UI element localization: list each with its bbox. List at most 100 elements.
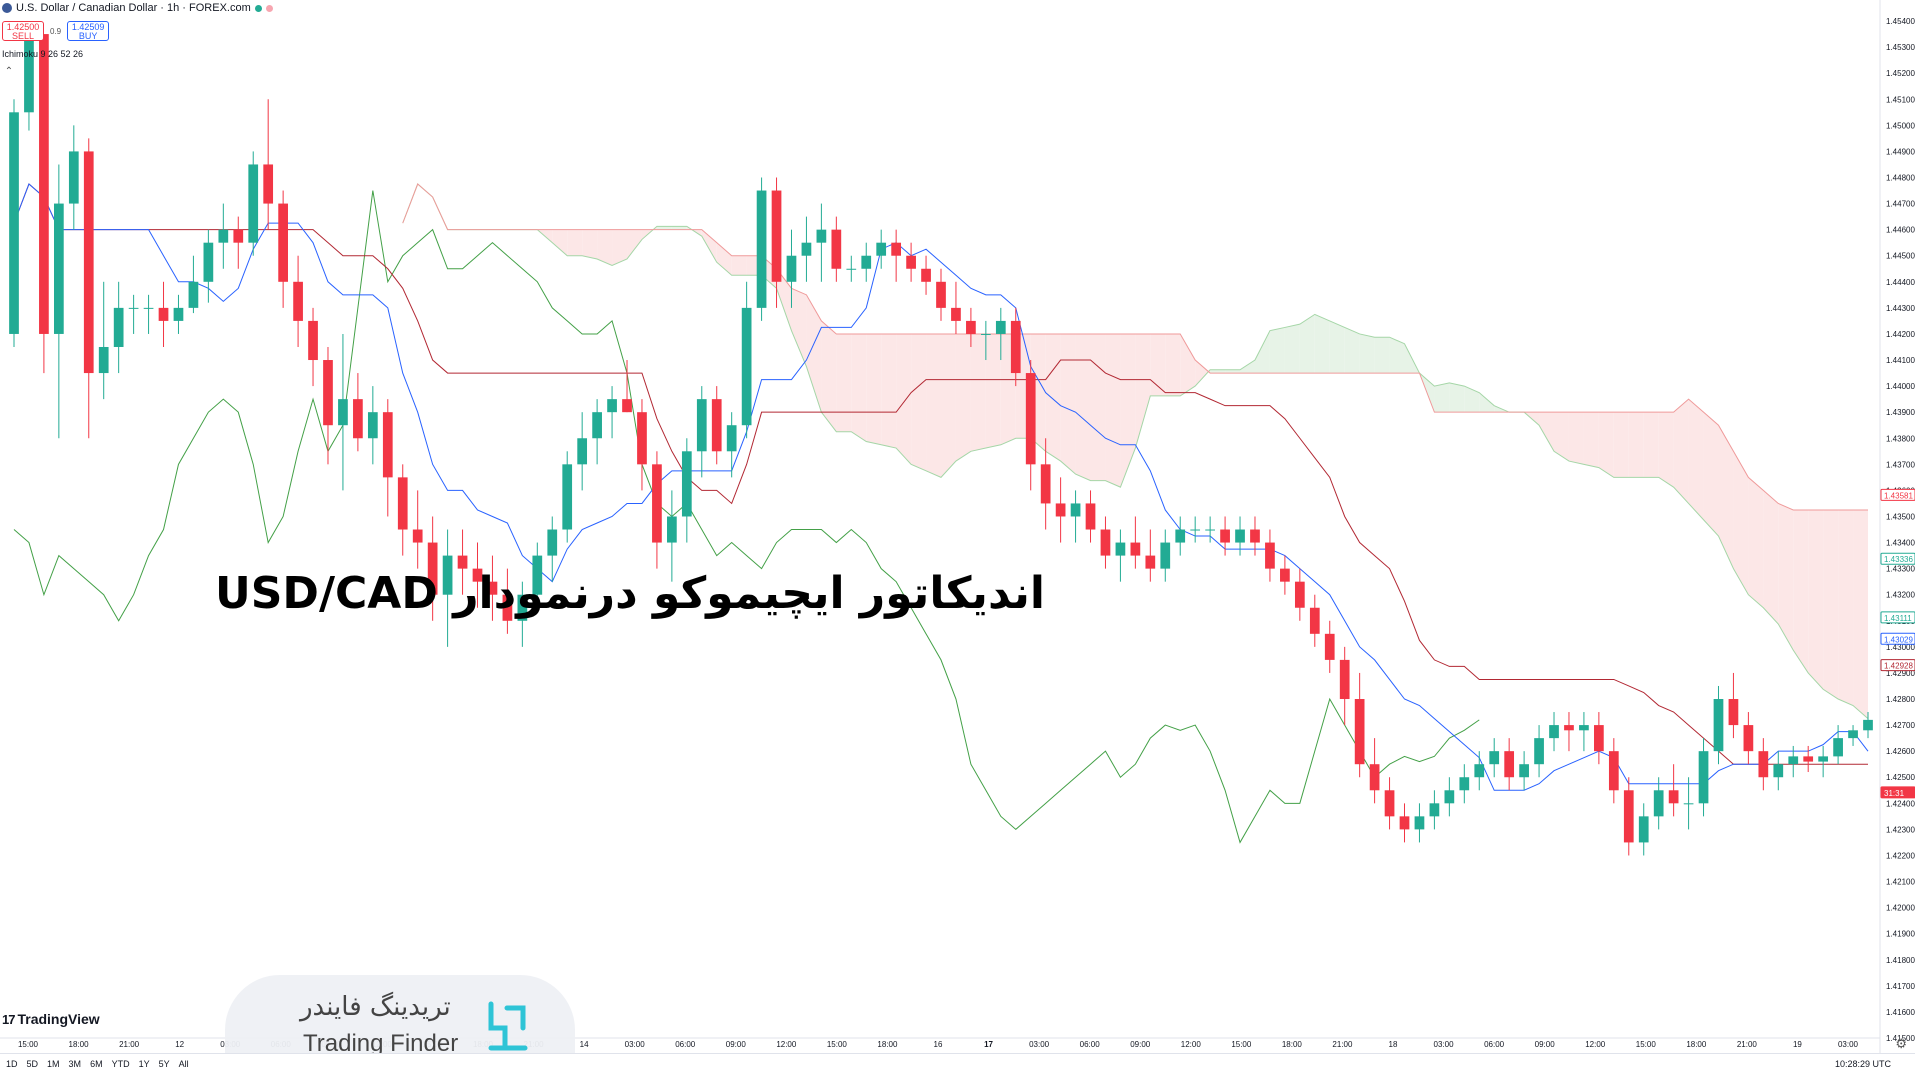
candle-body [681,451,692,517]
price-marker-badge [1880,659,1915,672]
sell-button[interactable]: 1.42500 SELL [2,21,44,41]
price-tick-label: 1.44300 [1886,304,1915,313]
price-tick-label: 1.42000 [1886,904,1915,913]
candle-body [1728,699,1739,726]
candle-body [756,190,767,308]
candle-body [323,360,333,426]
kumo-cloud-segment [1344,327,1360,374]
kumo-cloud-segment [1120,333,1136,488]
kumo-cloud-segment [1254,330,1270,374]
candle-body [906,255,916,269]
brand-name: TradingView [17,1011,100,1027]
candle-body [1280,568,1290,582]
price-marker-label: 1.43581 [1884,491,1913,500]
time-tick-label: 14 [580,1040,589,1049]
axis-settings-icon[interactable]: ⚙ [1895,1036,1907,1051]
kumo-cloud-segment [970,333,986,452]
utc-clock[interactable]: 10:28:29 UTC [1834,1059,1891,1069]
kumo-cloud-segment [1763,490,1779,625]
time-tick-label: 12:00 [776,1040,797,1049]
candle-body [711,399,722,452]
candle-body [1788,756,1799,765]
timeframe-6m[interactable]: 6M [90,1059,103,1069]
time-tick-label: 18:00 [1282,1040,1303,1049]
time-tick-label: 09:00 [1130,1040,1151,1049]
time-tick-label: 12:00 [1181,1040,1202,1049]
kumo-cloud-segment [1733,451,1749,595]
candle-body [696,399,707,452]
candle-body [831,229,842,269]
candle-body [1384,790,1395,817]
timeframe-3m[interactable]: 3M [68,1059,82,1069]
candle-body [382,412,393,478]
kumo-cloud-segment [866,333,882,445]
timeframe-ytd[interactable]: YTD [111,1059,130,1069]
senkou-span-a-line [402,183,1869,719]
price-tick-label: 1.43500 [1886,512,1915,521]
kumo-cloud-segment [1449,382,1465,413]
tradingview-logo[interactable]: 17 TradingView [2,1011,100,1027]
timeframe-1y[interactable]: 1Y [138,1059,150,1069]
kumo-cloud-segment [1748,477,1764,608]
symbol-title[interactable]: U.S. Dollar / Canadian Dollar · 1h · FOR… [16,2,251,14]
candle-body [846,268,857,270]
price-marker-badge [1880,786,1915,799]
price-marker-label: 1.43111 [1884,614,1912,623]
candle-body [353,399,363,439]
indicator-label[interactable]: Ichimoku 9 26 52 26 [2,49,84,59]
kumo-cloud-segment [1210,369,1226,374]
timeframe-5d[interactable]: 5D [26,1059,39,1069]
candle-body [1414,816,1425,830]
timeframe-1m[interactable]: 1M [47,1059,60,1069]
price-tick-label: 1.42800 [1886,695,1915,704]
candle-body [1818,756,1829,762]
candle-body [233,229,244,243]
kumo-cloud-segment [1583,412,1599,468]
kumo-cloud-segment [1539,412,1555,452]
price-tick-label: 1.44800 [1886,173,1915,182]
kumo-cloud-segment [1180,333,1196,396]
time-tick-label: 03:00 [625,1040,646,1049]
kumo-cloud-segment [1075,333,1091,481]
price-tick-label: 1.43400 [1886,539,1915,548]
time-tick-label: 15:00 [1231,1040,1252,1049]
candle-body [1833,738,1843,757]
buy-button[interactable]: 1.42509 BUY [67,21,110,41]
candle-body [68,151,79,204]
time-tick-label: 12 [175,1040,184,1049]
price-marker-label: 1.42928 [1884,662,1913,671]
timeframe-1d[interactable]: 1D [6,1059,18,1069]
kumo-cloud-segment [1329,320,1345,374]
time-tick-label: 16 [934,1040,943,1049]
chikou-span-line [13,190,1480,844]
price-tick-label: 1.43200 [1886,591,1915,600]
candle-body [786,255,797,282]
kumo-cloud-segment [1090,333,1106,481]
candle-body [1668,790,1679,804]
price-tick-label: 1.41600 [1886,1008,1915,1017]
kijun-sen-line [13,183,1868,765]
timeframe-5y[interactable]: 5Y [158,1059,170,1069]
kumo-cloud-segment [881,333,897,449]
kumo-cloud-segment [552,229,568,256]
time-tick-label: 18:00 [69,1040,90,1049]
kumo-cloud-segment [1823,509,1839,700]
time-tick-label: 21:00 [1332,1040,1353,1049]
price-tick-label: 1.43000 [1886,643,1915,652]
candle-body [1190,529,1201,531]
price-tick-label: 1.42600 [1886,747,1915,756]
candle-body [816,229,827,243]
kumo-cloud-segment [1150,333,1166,396]
kumo-cloud-segment [1808,509,1824,690]
buy-label: BUY [78,31,98,41]
timeframe-all[interactable]: All [178,1059,189,1069]
kumo-cloud-segment [1374,337,1390,374]
price-marker-badge [1880,632,1915,645]
candle-body [1803,756,1814,762]
time-tick-label: 18 [1389,1040,1398,1049]
price-tick-label: 1.45000 [1886,121,1915,130]
candle-body [577,438,588,465]
collapse-icon[interactable]: ⌃ [4,66,14,77]
